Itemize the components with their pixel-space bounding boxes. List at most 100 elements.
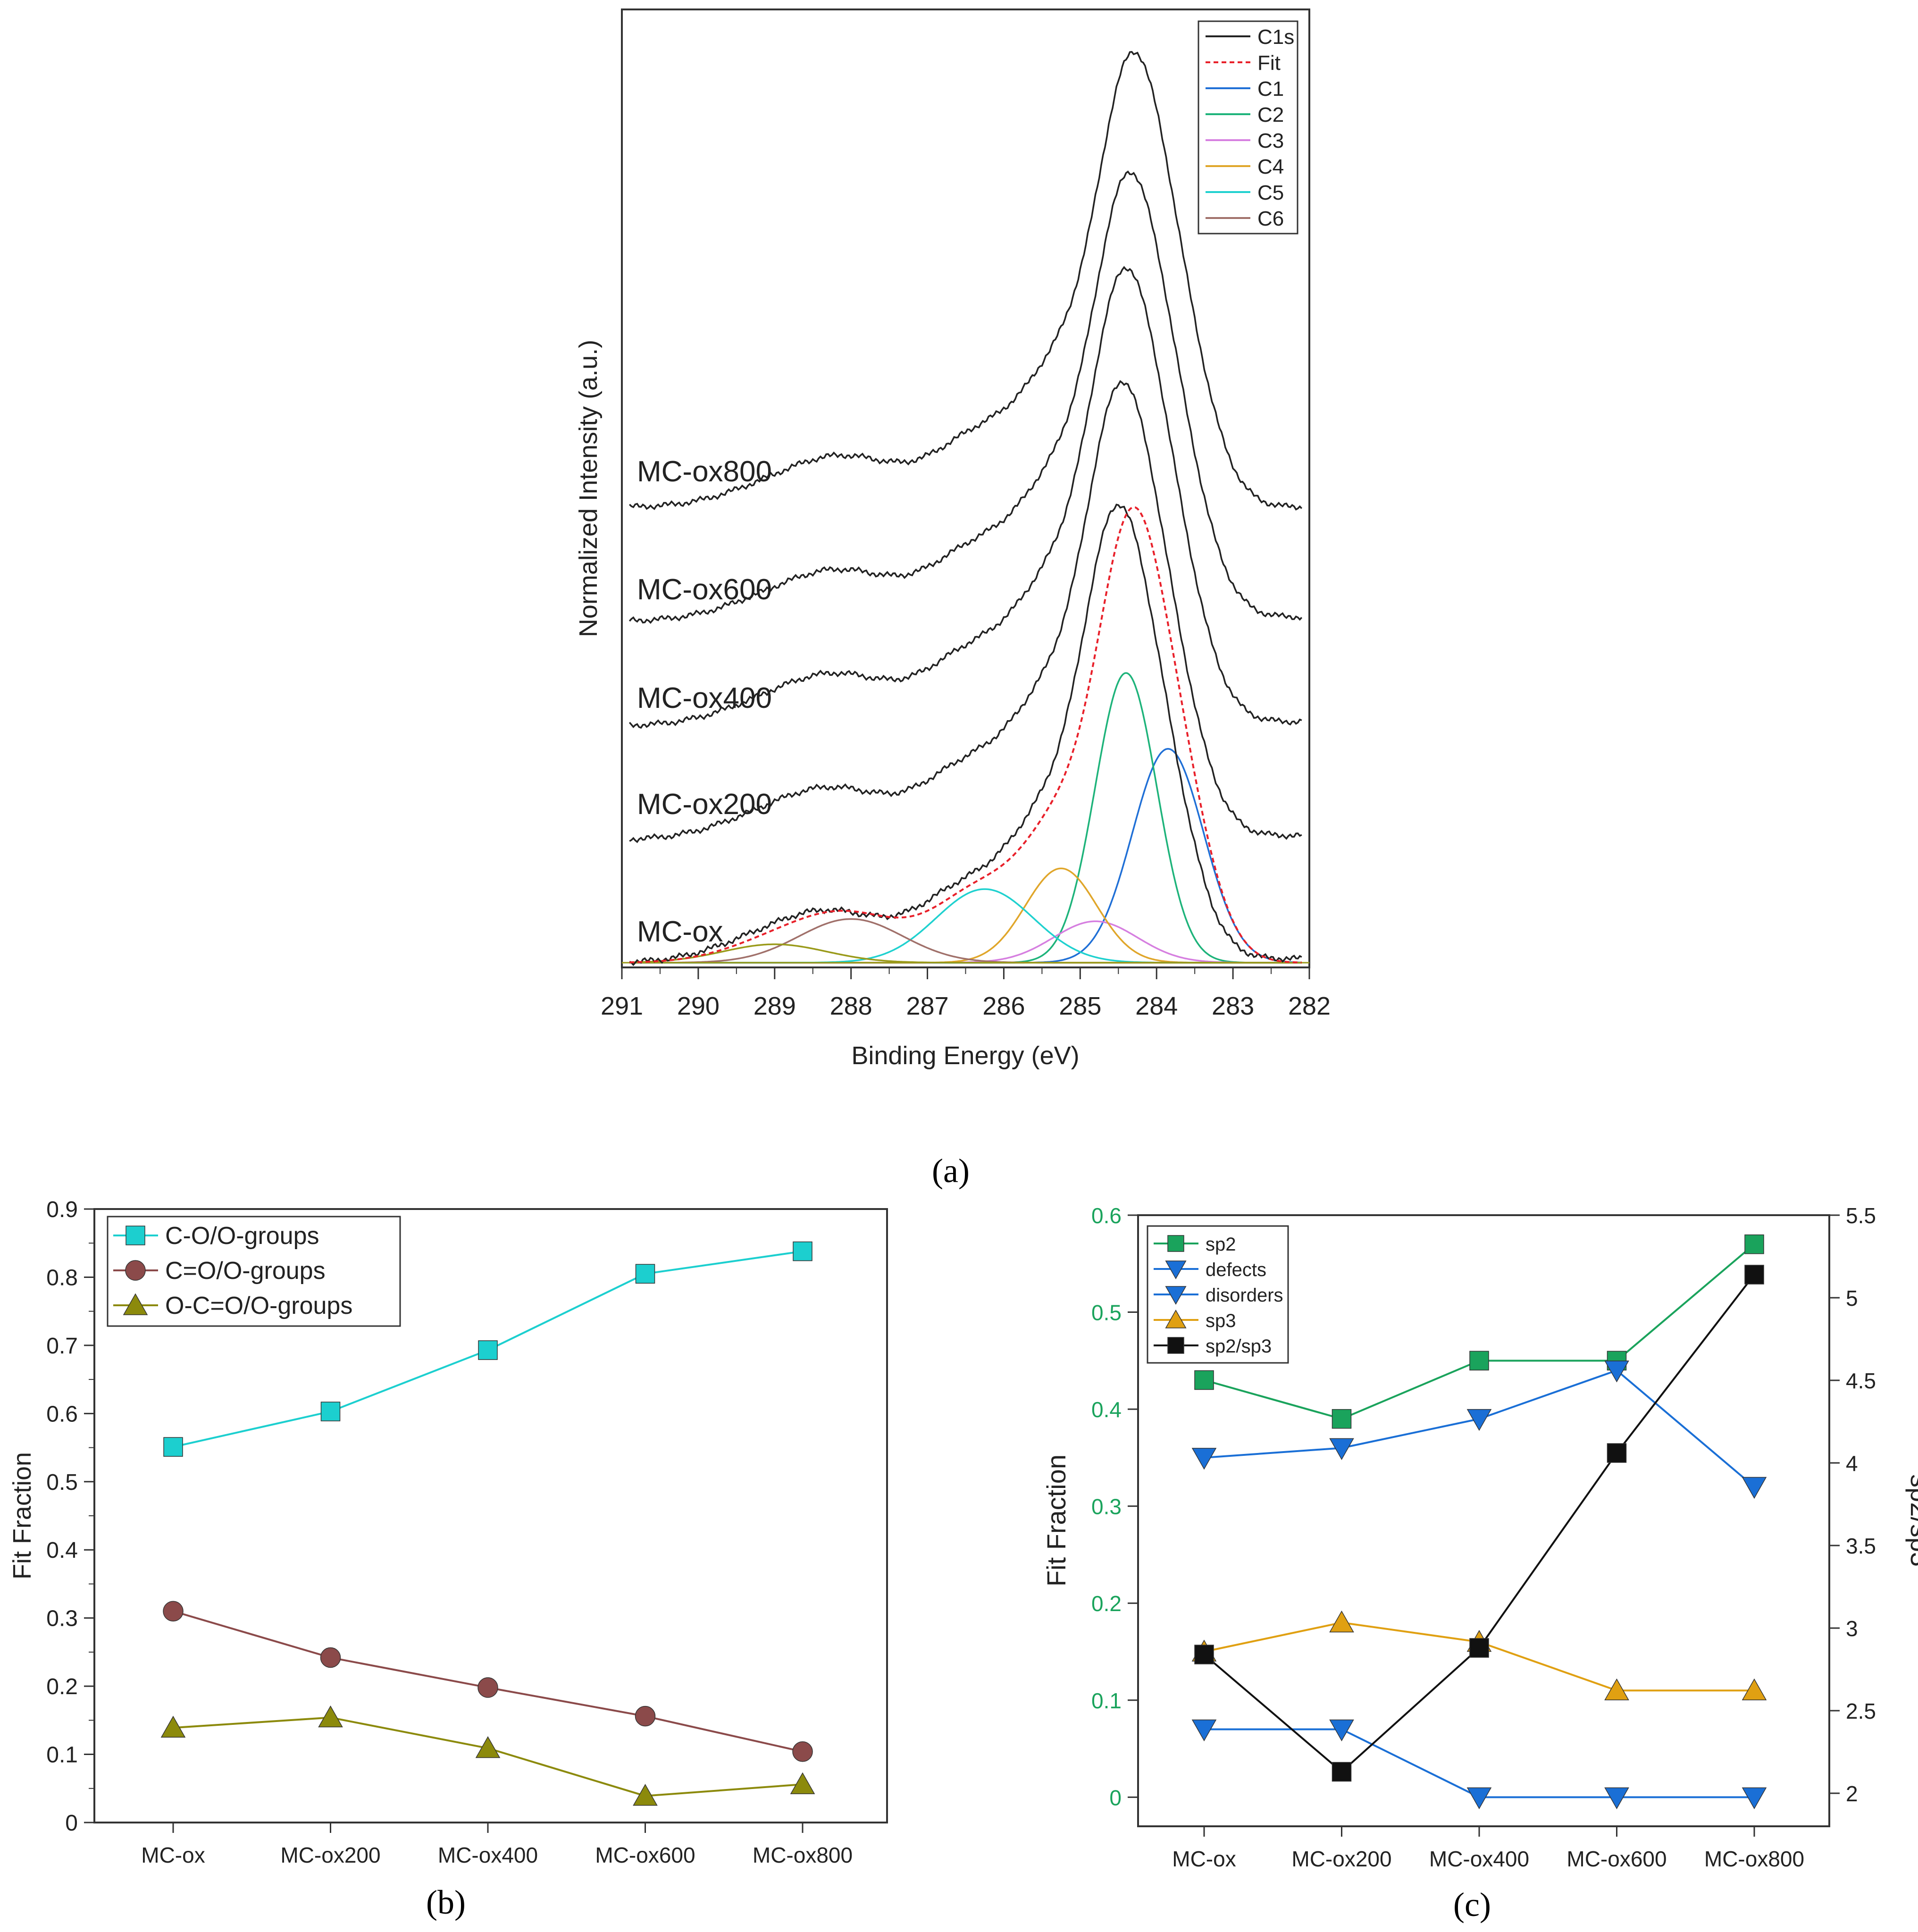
data-point-2-4: [790, 1772, 815, 1794]
x-tick-label-290: 290: [677, 992, 720, 1020]
panel-c-legend: sp2 defects disorders sp3 sp2/sp3: [1147, 1225, 1289, 1364]
panel-b-legend-items: C-O/O-groups C=O/O-groups O-C=O/O-groups: [113, 1222, 352, 1319]
panel-c-caption: (c): [1453, 1886, 1491, 1924]
data-point-0-2: [1469, 1351, 1489, 1371]
y-right-tick-label-5.5: 5.5: [1846, 1203, 1876, 1228]
data-point-1-4: [1742, 1477, 1767, 1499]
legend-marker-3: [1165, 1310, 1187, 1328]
legend-label-c2: C2: [1257, 103, 1284, 126]
legend-marker-0: [1167, 1235, 1184, 1252]
data-point-1-2: [1466, 1409, 1492, 1431]
legend-label-c1s: C1s: [1257, 25, 1294, 49]
y-tick-label-0.3: 0.3: [46, 1606, 78, 1631]
y-tick-label-0.5: 0.5: [46, 1470, 78, 1495]
data-point-0-1: [320, 1402, 341, 1421]
legend-label-0: C-O/O-groups: [165, 1222, 319, 1250]
y-tick-label-0.6: 0.6: [46, 1402, 78, 1427]
legend-marker-4: [1167, 1337, 1184, 1354]
y-tick-label-0.9: 0.9: [46, 1197, 78, 1222]
x-tick-label-mc-ox200: MC-ox200: [1291, 1847, 1391, 1871]
legend-marker-2: [1165, 1286, 1187, 1305]
panel-b-series: [160, 1241, 815, 1806]
legend-label-c1: C1: [1257, 77, 1284, 101]
x-tick-label-291: 291: [601, 992, 643, 1020]
y-tick-label-0.4: 0.4: [1091, 1397, 1122, 1422]
data-point-3-4: [1742, 1678, 1767, 1700]
panel-a-curves: [622, 50, 1309, 966]
x-tick-label-mc-ox600: MC-ox600: [1566, 1847, 1667, 1871]
y-right-tick-label-3.5: 3.5: [1846, 1534, 1876, 1558]
y-tick-label-0.5: 0.5: [1091, 1301, 1122, 1325]
data-point-0-2: [478, 1340, 498, 1360]
panel-b-legend: C-O/O-groups C=O/O-groups O-C=O/O-groups: [107, 1216, 401, 1327]
data-point-4-4: [1744, 1265, 1764, 1285]
legend-label-fit: Fit: [1257, 51, 1281, 75]
data-point-2-4: [1742, 1787, 1767, 1809]
x-tick-label-mc-ox: MC-ox: [141, 1843, 205, 1867]
sample-label-mc-ox800: MC-ox800: [637, 455, 772, 488]
legend-marker-1: [1165, 1260, 1187, 1279]
x-tick-label-mc-ox600: MC-ox600: [595, 1843, 695, 1867]
legend-label-c6: C6: [1257, 207, 1284, 230]
data-point-1-0: [1191, 1448, 1217, 1470]
data-point-2-0: [1191, 1719, 1217, 1741]
data-point-2-2: [1466, 1787, 1492, 1809]
x-tick-label-mc-ox: MC-ox: [1172, 1847, 1236, 1871]
data-point-2-1: [318, 1705, 343, 1728]
x-tick-label-mc-ox200: MC-ox200: [280, 1843, 380, 1867]
panel-a-caption: (a): [932, 1152, 970, 1190]
sample-label-mc-ox: MC-ox: [637, 916, 723, 948]
legend-label-c3: C3: [1257, 129, 1284, 152]
data-point-4-2: [1469, 1638, 1489, 1658]
y-right-tick-label-4: 4: [1846, 1451, 1858, 1476]
x-tick-label-289: 289: [754, 992, 796, 1020]
x-tick-label-283: 283: [1212, 992, 1254, 1020]
component-curve-c5: [629, 888, 1302, 964]
x-tick-label-287: 287: [906, 992, 949, 1020]
y-tick-label-0.1: 0.1: [1091, 1688, 1122, 1713]
component-curve-c1: [629, 748, 1302, 964]
y-right-tick-label-2.5: 2.5: [1846, 1699, 1876, 1723]
data-point-1-3: [1604, 1361, 1629, 1383]
spectrum-mc-ox800: [628, 50, 1303, 511]
x-tick-label-286: 286: [982, 992, 1025, 1020]
legend-label-c5: C5: [1257, 181, 1284, 204]
legend-label-2: disorders: [1206, 1285, 1283, 1306]
y-tick-label-0.4: 0.4: [46, 1538, 78, 1563]
x-tick-label-mc-ox800: MC-ox800: [753, 1843, 853, 1867]
panel-b-fit-fractions: 0 0.1 0.2 0.3 0.4 0.5 0.6 0.7 0.8 0.9 MC-ox MC-ox20…: [8, 1197, 888, 1921]
y-tick-label-0.2: 0.2: [46, 1674, 78, 1699]
y-tick-label-0.3: 0.3: [1091, 1495, 1122, 1519]
panel-a-sample-labels: MC-ox800 MC-ox600 MC-ox400 MC-ox200 MC-o…: [637, 455, 772, 948]
panel-c-axes: 0 0.1 0.2 0.3 0.4 0.5 0.6 2 2.5 3 3.5 4 4.5 5 5.5 MC-ox…: [1091, 1203, 1876, 1871]
panel-b-axes: 0 0.1 0.2 0.3 0.4 0.5 0.6 0.7 0.8 0.9 MC-ox MC-ox20…: [46, 1197, 853, 1867]
panel-a-xlabel: Binding Energy (eV): [851, 1042, 1079, 1070]
y-right-tick-label-4.5: 4.5: [1846, 1369, 1876, 1393]
data-point-0-0: [163, 1437, 183, 1457]
legend-label-c4: C4: [1257, 155, 1284, 178]
panel-c-raman-fractions: 0 0.1 0.2 0.3 0.4 0.5 0.6 2 2.5 3 3.5 4 4.5 5 5.5 MC-ox…: [1041, 1203, 1918, 1924]
panel-b-caption: (b): [426, 1883, 466, 1921]
spectrum-mc-ox400: [628, 266, 1302, 729]
data-point-0-1: [1332, 1409, 1352, 1429]
fit-curve: [629, 506, 1302, 964]
y-right-tick-label-5: 5: [1846, 1286, 1858, 1310]
x-tick-label-288: 288: [830, 992, 872, 1020]
data-point-2-3: [1604, 1787, 1629, 1809]
legend-marker-2: [123, 1293, 148, 1315]
series-line-2: [1204, 1728, 1754, 1798]
x-tick-label-mc-ox400: MC-ox400: [1429, 1847, 1529, 1871]
x-tick-label-285: 285: [1059, 992, 1101, 1020]
legend-label-1: C=O/O-groups: [165, 1257, 326, 1285]
data-point-2-3: [633, 1784, 658, 1806]
legend-label-2: O-C=O/O-groups: [165, 1292, 352, 1319]
sample-label-mc-ox200: MC-ox200: [637, 788, 772, 821]
legend-label-3: sp3: [1206, 1310, 1236, 1331]
panel-c-ylabel: Fit Fraction: [1041, 1454, 1071, 1587]
legend-marker-0: [126, 1226, 145, 1245]
panel-c-series: [1191, 1234, 1767, 1809]
legend-label-0: sp2: [1206, 1234, 1236, 1255]
x-tick-label-mc-ox400: MC-ox400: [438, 1843, 538, 1867]
